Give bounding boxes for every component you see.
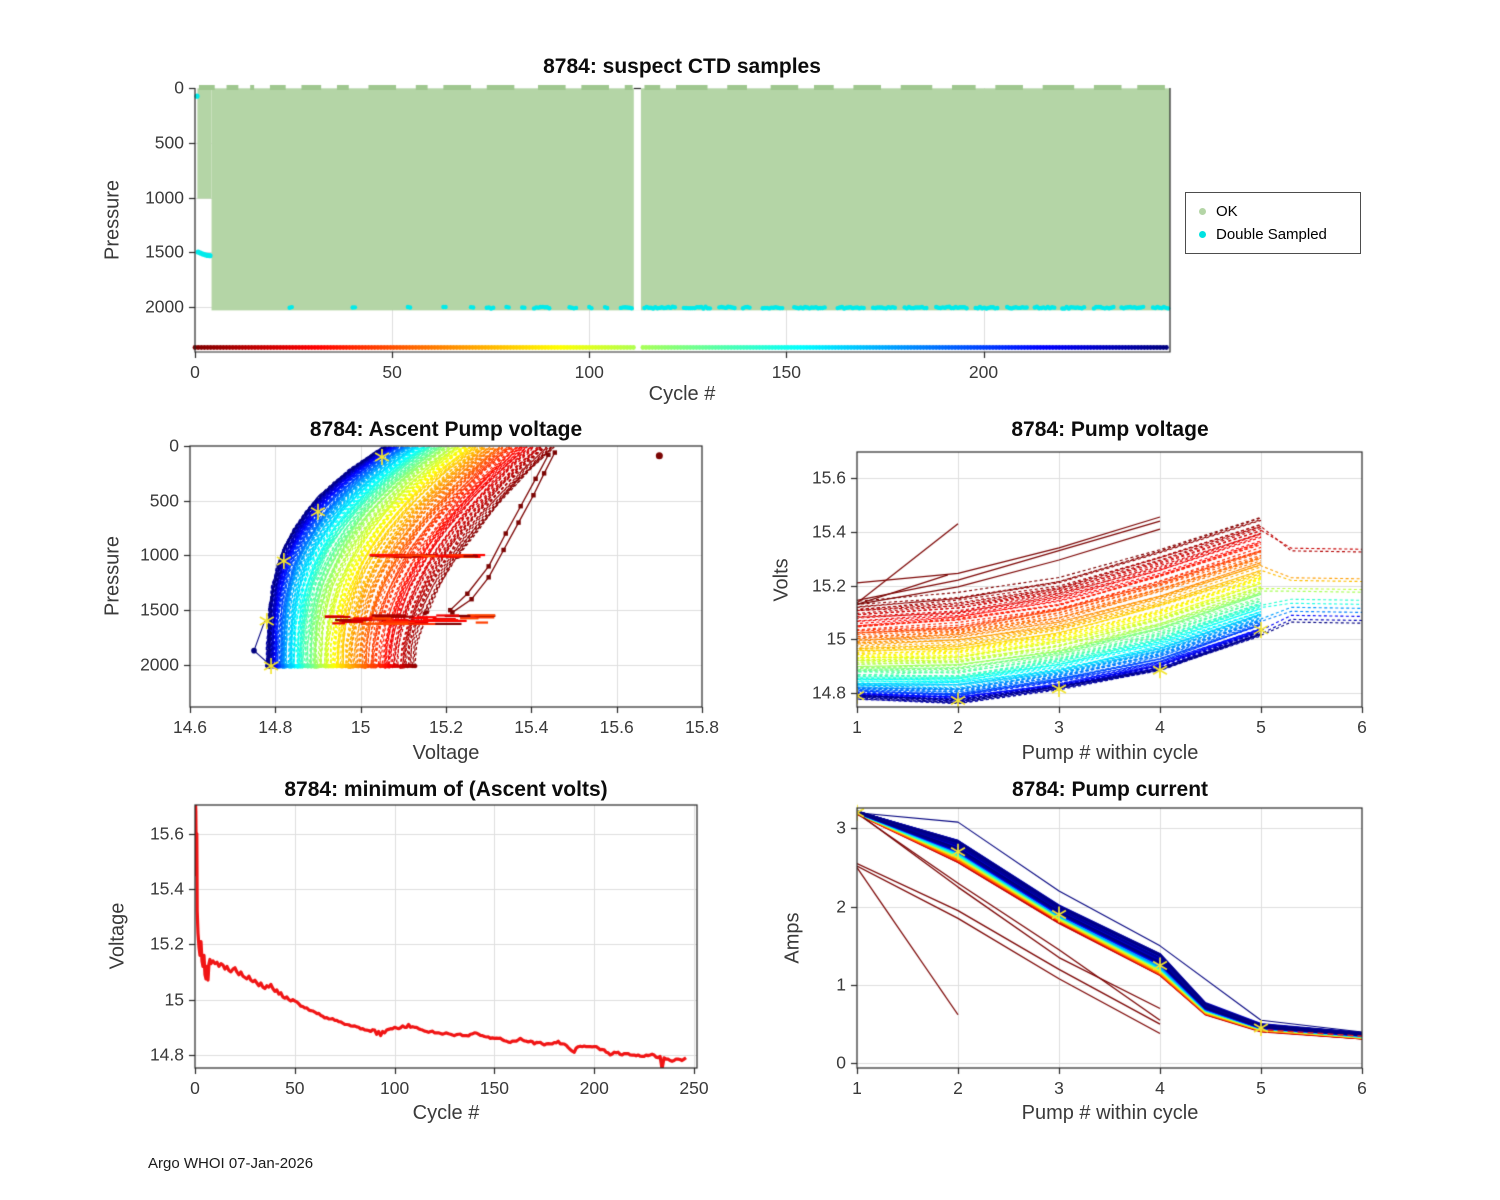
ascent-pump-voltage-xtick-15: 15: [350, 717, 371, 737]
double-sampled-marker-icon: [1199, 231, 1206, 238]
legend-item-ok: OK: [1195, 200, 1350, 223]
pump-current-ytick-3: 3: [836, 817, 846, 838]
y-axis-label-pump-voltage: Volts: [770, 558, 793, 602]
suspect-ctd-xtick-150: 150: [771, 362, 801, 382]
suspect-ctd-ytick-1500: 1500: [145, 241, 184, 262]
ascent-pump-voltage-ytick-500: 500: [149, 490, 179, 511]
pump-voltage-xtick-4: 4: [1155, 717, 1165, 737]
min-ascent-volts-xtick-200: 200: [579, 1078, 609, 1098]
pump-current-xtick-1: 1: [852, 1078, 862, 1098]
suspect-ctd-ytick-1000: 1000: [145, 187, 184, 208]
suspect-ctd-ytick-0: 0: [174, 77, 184, 98]
ascent-pump-voltage-xtick-15.4: 15.4: [514, 717, 549, 737]
x-axis-label-min-ascent-volts: Cycle #: [412, 1102, 480, 1124]
pump-voltage-ytick-15.4: 15.4: [811, 521, 846, 542]
ascent-pump-voltage-xtick-15.8: 15.8: [684, 717, 720, 737]
legend-label-double-sampled: Double Sampled: [1216, 226, 1327, 243]
min-ascent-volts-ytick-15.2: 15.2: [149, 933, 184, 954]
legend: OK Double Sampled: [1185, 192, 1361, 254]
legend-label-ok: OK: [1216, 203, 1238, 220]
min-ascent-volts-ytick-14.8: 14.8: [149, 1044, 184, 1065]
suspect-ctd-ytick-500: 500: [154, 132, 184, 153]
min-ascent-volts-xtick-100: 100: [379, 1078, 410, 1098]
min-ascent-volts-xtick-50: 50: [285, 1078, 305, 1098]
y-axis-label-ascent-pump-voltage: Pressure: [101, 535, 124, 617]
min-ascent-volts-xtick-150: 150: [479, 1078, 509, 1098]
x-axis-label-suspect-ctd: Cycle #: [648, 383, 716, 405]
min-ascent-volts-ytick-15: 15: [164, 989, 184, 1010]
figure-footer: Argo WHOI 07-Jan-2026: [148, 1155, 314, 1172]
min-ascent-volts-xtick-0: 0: [190, 1078, 200, 1098]
ascent-pump-voltage-xtick-15.6: 15.6: [599, 717, 634, 737]
pump-voltage-xtick-1: 1: [852, 717, 862, 737]
pump-current-xtick-3: 3: [1054, 1078, 1064, 1098]
pump-current-xtick-4: 4: [1155, 1078, 1165, 1098]
suspect-ctd-xtick-0: 0: [190, 362, 200, 382]
ascent-pump-voltage-xtick-15.2: 15.2: [428, 717, 464, 737]
pump-voltage-xtick-6: 6: [1357, 717, 1367, 737]
chart-title-min-ascent-volts: 8784: minimum of (Ascent volts): [284, 778, 608, 801]
ascent-pump-voltage-ytick-0: 0: [169, 435, 179, 456]
ok-marker-icon: [1199, 208, 1206, 215]
pump-voltage-xtick-5: 5: [1256, 717, 1266, 737]
ascent-pump-voltage-ytick-1000: 1000: [140, 544, 179, 565]
y-axis-label-min-ascent-volts: Voltage: [106, 902, 129, 970]
pump-current-xtick-6: 6: [1357, 1078, 1367, 1098]
suspect-ctd-xtick-50: 50: [382, 362, 402, 382]
min-ascent-volts-ytick-15.6: 15.6: [149, 823, 184, 843]
ascent-pump-voltage-ytick-1500: 1500: [140, 599, 179, 620]
pump-voltage-ytick-14.8: 14.8: [811, 682, 846, 703]
y-axis-label-pump-current: Amps: [781, 912, 804, 964]
pump-voltage-ytick-15.6: 15.6: [811, 467, 846, 488]
pump-voltage-xtick-3: 3: [1054, 717, 1064, 737]
pump-voltage-ytick-15.2: 15.2: [811, 575, 846, 596]
ascent-pump-voltage-xtick-14.8: 14.8: [258, 717, 293, 737]
pump-current-ytick-1: 1: [836, 974, 846, 995]
suspect-ctd-xtick-100: 100: [574, 362, 604, 382]
legend-item-double-sampled: Double Sampled: [1195, 223, 1350, 246]
chart-title-pump-current: 8784: Pump current: [1011, 778, 1209, 801]
pump-current-ytick-0: 0: [836, 1052, 846, 1073]
suspect-ctd-xtick-200: 200: [968, 362, 999, 382]
pump-voltage-ytick-15: 15: [826, 628, 846, 649]
y-axis-label-suspect-ctd: Pressure: [101, 179, 124, 261]
pump-current-xtick-2: 2: [953, 1078, 963, 1098]
ascent-pump-voltage-ytick-2000: 2000: [140, 654, 179, 675]
chart-title-ascent-pump-voltage: 8784: Ascent Pump voltage: [309, 418, 583, 441]
chart-title-suspect-ctd: 8784: suspect CTD samples: [543, 55, 821, 78]
min-ascent-volts-xtick-250: 250: [679, 1078, 709, 1098]
chart-title-pump-voltage: 8784: Pump voltage: [1011, 418, 1209, 441]
ascent-pump-voltage-xtick-14.6: 14.6: [172, 717, 208, 737]
suspect-ctd-ytick-2000: 2000: [145, 296, 184, 317]
pump-voltage-xtick-2: 2: [953, 717, 963, 737]
pump-current-ytick-2: 2: [836, 896, 846, 917]
x-axis-label-pump-voltage: Pump # within cycle: [1021, 742, 1199, 764]
x-axis-label-ascent-pump-voltage: Voltage: [412, 742, 480, 764]
pump-current-xtick-5: 5: [1256, 1078, 1266, 1098]
min-ascent-volts-ytick-15.4: 15.4: [149, 878, 184, 899]
x-axis-label-pump-current: Pump # within cycle: [1021, 1102, 1199, 1124]
